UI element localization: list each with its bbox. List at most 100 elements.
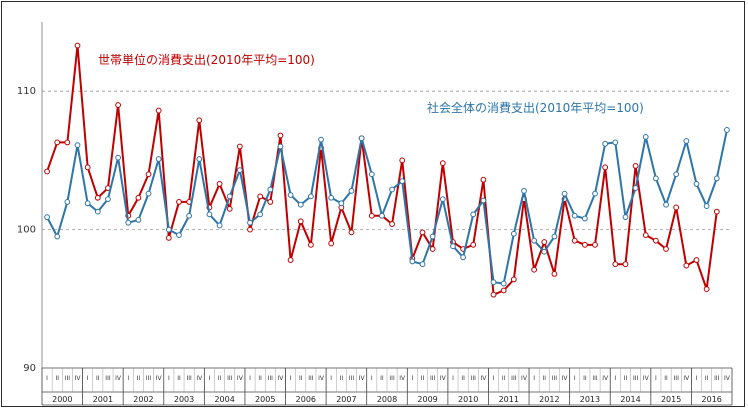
data-point (460, 254, 467, 261)
quarter-label: III (714, 375, 720, 382)
data-point (450, 243, 456, 250)
data-point (632, 163, 639, 169)
year-label: 2007 (336, 395, 356, 404)
data-point (531, 266, 538, 273)
data-point (663, 246, 669, 252)
quarter-label: II (380, 375, 384, 382)
data-point (713, 208, 720, 215)
data-point (521, 187, 527, 194)
year-label: 2005 (255, 395, 275, 404)
quarter-label: II (299, 375, 303, 382)
data-point (622, 214, 629, 221)
data-point (338, 200, 345, 207)
data-point (115, 154, 122, 161)
quarter-label: II (96, 375, 100, 382)
x-axis-labels: I II III IV I II III IV I II III IV I II III IV I II III IV… (41, 368, 733, 406)
data-point (64, 139, 71, 146)
data-point (236, 167, 243, 173)
data-point (277, 132, 284, 139)
data-point (602, 164, 609, 171)
quarter-label: I (655, 375, 657, 382)
quarter-label: IV (75, 375, 82, 382)
quarter-label: IV (196, 375, 203, 382)
data-point (602, 140, 609, 147)
data-point (724, 127, 730, 133)
data-point (155, 107, 162, 114)
quarter-label: IV (318, 375, 325, 382)
data-point (439, 160, 446, 167)
data-point (622, 261, 629, 268)
data-point (642, 133, 649, 140)
quarter-label: II (55, 375, 59, 382)
quarter-label: I (46, 375, 48, 382)
data-point (44, 168, 50, 175)
data-point (490, 291, 497, 298)
data-point (176, 232, 182, 239)
data-point (592, 241, 598, 248)
data-point (663, 201, 669, 208)
data-point (236, 143, 243, 150)
series-label-society: 社会全体の消費支出(2010年平均=100) (427, 100, 644, 115)
year-label: 2014 (620, 395, 640, 404)
quarter-label: II (705, 375, 709, 382)
series-0 (44, 42, 720, 298)
data-point (399, 157, 406, 164)
data-point (490, 279, 497, 286)
quarter-label: II (502, 375, 506, 382)
quarter-label: III (227, 375, 233, 382)
quarter-label: I (614, 375, 616, 382)
quarter-label: III (471, 375, 477, 382)
data-point (297, 218, 304, 225)
quarter-label: I (574, 375, 576, 382)
data-point (226, 205, 233, 212)
data-point (186, 212, 193, 219)
data-point (145, 190, 152, 197)
year-label: 2003 (174, 395, 194, 404)
quarter-label: IV (724, 375, 731, 382)
gridlines (42, 90, 732, 231)
data-point (287, 192, 294, 198)
data-point (470, 211, 477, 218)
data-point (652, 237, 659, 244)
quarter-label: IV (440, 375, 447, 382)
data-point (703, 286, 710, 293)
data-point (683, 138, 690, 144)
data-point (54, 139, 61, 146)
quarter-label: II (258, 375, 262, 382)
data-point (439, 196, 446, 203)
quarter-label: II (218, 375, 222, 382)
quarter-label: III (633, 375, 639, 382)
quarter-label: IV (683, 375, 690, 382)
data-point (267, 199, 274, 205)
quarter-label: III (186, 375, 192, 382)
quarter-label: I (209, 375, 211, 382)
quarter-label: III (65, 375, 71, 382)
data-point (673, 171, 680, 178)
data-point (399, 178, 406, 185)
quarter-label: IV (643, 375, 650, 382)
quarter-label: III (389, 375, 395, 382)
data-point (135, 194, 142, 201)
data-point (500, 287, 507, 294)
series-line-0 (46, 44, 718, 296)
data-point (267, 186, 274, 193)
data-point (358, 135, 365, 142)
quarter-label: I (452, 375, 454, 382)
quarter-label: IV (156, 375, 163, 382)
quarter-label: IV (602, 375, 609, 382)
quarter-label: IV (237, 375, 244, 382)
data-point (176, 199, 182, 205)
data-point (713, 175, 720, 182)
data-point (155, 156, 162, 162)
data-point (348, 187, 355, 194)
data-point (581, 215, 588, 222)
quarter-label: I (290, 375, 292, 382)
data-point (94, 194, 101, 201)
data-point (257, 193, 264, 200)
y-tick-label: 100 (17, 225, 36, 236)
series-1 (44, 127, 730, 287)
quarter-label: IV (521, 375, 528, 382)
year-label: 2008 (377, 395, 397, 404)
data-point (389, 221, 395, 227)
